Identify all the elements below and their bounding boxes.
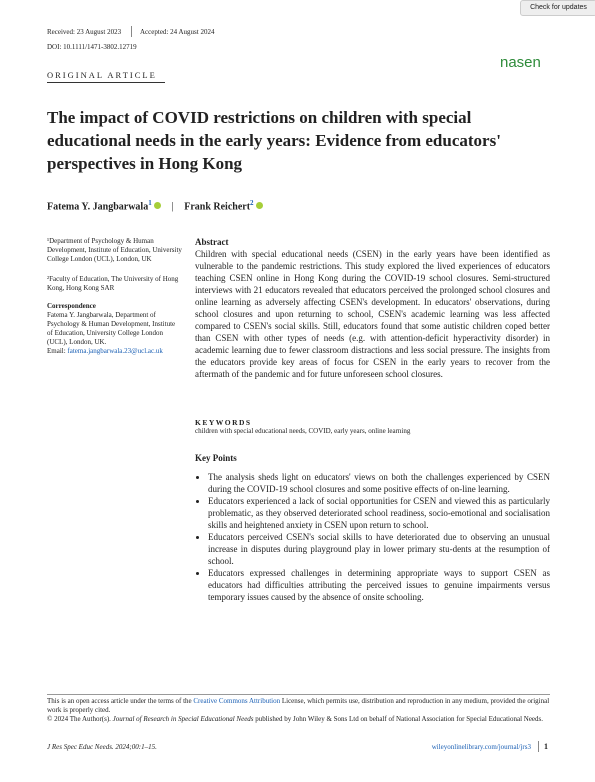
item: Educators expressed challenges in determ…: [208, 567, 550, 603]
orcid-icon: [154, 202, 162, 210]
affiliation: ¹Department of Psychology & Human Develo…: [47, 237, 182, 263]
rule: [47, 82, 165, 83]
heading: Key Points: [195, 453, 237, 463]
text: Fatema Y. Jangbarwala, Department of Psy…: [47, 311, 176, 346]
url[interactable]: wileyonlinelibrary.com/journal/jrs3: [431, 743, 531, 751]
section-label: ORIGINAL ARTICLE: [47, 70, 157, 80]
text: This is an open access article under the…: [47, 697, 192, 705]
author: Fatema Y. Jangbarwala: [47, 201, 149, 213]
rule: [47, 694, 550, 695]
text: Children with special educational needs …: [195, 249, 550, 379]
item: The analysis sheds light on educators' v…: [208, 471, 550, 495]
item: Educators perceived CSEN's social skills…: [208, 531, 550, 567]
key-points: Key Points The analysis sheds light on e…: [195, 452, 550, 603]
email[interactable]: fatema.jangbarwala.23@ucl.ac.uk: [67, 347, 163, 355]
sup: 2: [250, 199, 254, 207]
journal: Journal of Research in Special Education…: [112, 715, 254, 723]
label: Email:: [47, 347, 66, 355]
doi: DOI: 10.1111/1471-3802.12719: [47, 43, 137, 51]
label: Check for updates: [530, 4, 587, 11]
logo: nasen: [500, 54, 541, 71]
list: The analysis sheds light on educators' v…: [195, 471, 550, 603]
separator: |: [171, 201, 174, 213]
divider: [131, 26, 132, 37]
citation: J Res Spec Educ Needs. 2024;00:1–15.: [47, 743, 157, 751]
text: © 2024 The Author(s).: [47, 715, 111, 723]
text: published by John Wiley & Sons Ltd on be…: [255, 715, 544, 723]
affiliation: ²Faculty of Education, The University of…: [47, 275, 179, 292]
heading: KEYWORDS: [195, 418, 252, 427]
text: children with special educational needs,…: [195, 427, 411, 435]
orcid-icon: [256, 202, 264, 210]
received: Received: 23 August 2023: [47, 28, 122, 36]
heading: Abstract: [195, 237, 229, 247]
email-line: Email: fatema.jangbarwala.23@ucl.ac.uk: [47, 347, 182, 356]
correspondence: Correspondence Fatema Y. Jangbarwala, De…: [47, 302, 182, 356]
license: This is an open access article under the…: [47, 697, 550, 715]
copyright: © 2024 The Author(s). Journal of Researc…: [47, 715, 550, 724]
link[interactable]: Creative Commons Attribution: [193, 697, 281, 705]
author: Frank Reichert: [184, 201, 251, 213]
heading: Correspondence: [47, 302, 96, 310]
keywords: KEYWORDS children with special education…: [195, 418, 550, 435]
title: The impact of COVID restrictions on chil…: [47, 108, 501, 173]
accepted: Accepted: 24 August 2024: [140, 28, 215, 36]
authors: Fatema Y. Jangbarwala1 | Frank Reichert2: [47, 199, 264, 213]
check-updates-button[interactable]: Check for updates: [520, 0, 595, 16]
page-number: 1: [544, 742, 548, 751]
divider: [538, 741, 539, 752]
item: Educators experienced a lack of social o…: [208, 495, 550, 531]
sup: 1: [148, 199, 152, 207]
text: License, which permits use, distribution…: [47, 697, 550, 714]
abstract: Abstract Children with special education…: [195, 236, 550, 380]
